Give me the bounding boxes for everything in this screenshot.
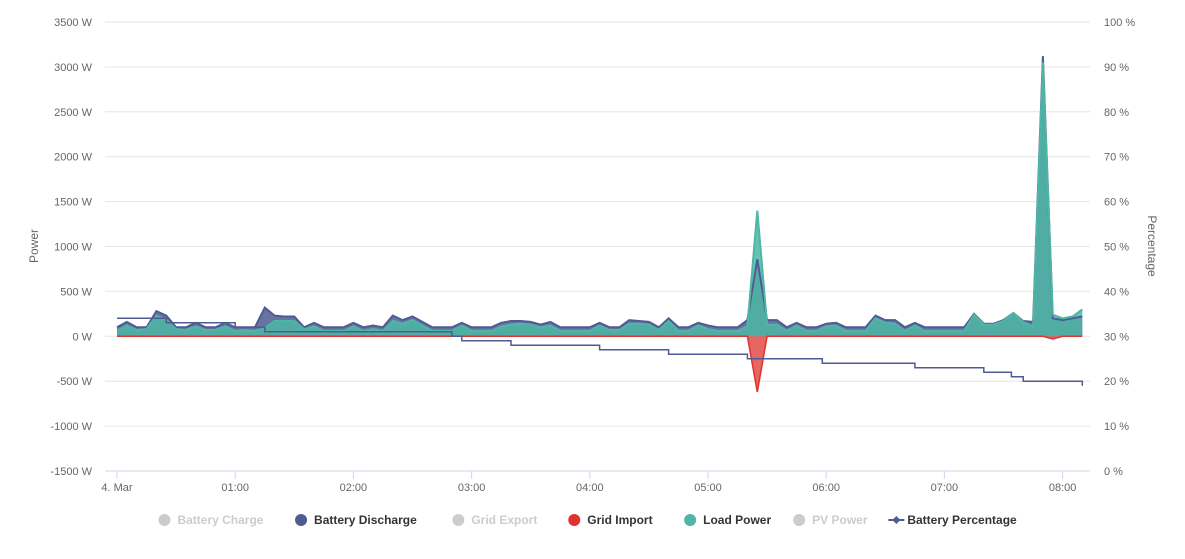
axes: -1500 W 0 % -1000 W 10 % -500 W 20 % 0 W 30 % 50… (50, 17, 1135, 494)
legend-dot-symbol (452, 514, 465, 526)
y2-tick-label: 10 % (1104, 421, 1129, 433)
grid-import-line (117, 335, 1083, 393)
legend-label: Grid Export (471, 513, 537, 527)
legend-item-pv-power[interactable]: PV Power (793, 513, 868, 527)
x-tick-label: 03:00 (458, 482, 486, 494)
battery-discharge-line (116, 56, 1083, 329)
y-tick-label: -500 W (57, 376, 93, 388)
x-tick-label: 08:00 (1049, 482, 1077, 494)
legend-label: Battery Discharge (314, 513, 417, 527)
legend-item-battery-percentage[interactable]: Battery Percentage (888, 513, 1017, 527)
x-tick-label: 02:00 (340, 482, 368, 494)
legend-label: Load Power (703, 513, 771, 527)
x-tick-label: 04:00 (576, 482, 604, 494)
y-tick-label: -1500 W (50, 466, 92, 478)
x-tick-label: 05:00 (694, 482, 722, 494)
x-tick-label: 07:00 (931, 482, 959, 494)
y-tick-label: 0 W (72, 331, 92, 343)
plot-areas (117, 56, 1083, 392)
y-tick-label: 3500 W (54, 17, 93, 29)
legend-label: Battery Percentage (907, 513, 1017, 527)
legend-label: PV Power (812, 513, 868, 527)
legend-item-grid-import[interactable]: Grid Import (568, 513, 653, 527)
y-tick-label: 2000 W (54, 152, 93, 164)
plot-lines (116, 56, 1084, 393)
y-tick-label: 1500 W (54, 197, 93, 209)
legend-diamond-symbol (892, 516, 901, 524)
x-tick-label: 06:00 (812, 482, 840, 494)
legend-dot-symbol (295, 514, 308, 526)
y-tick-label: 3000 W (54, 62, 93, 74)
y2-tick-label: 30 % (1104, 331, 1129, 343)
y2-tick-label: 20 % (1104, 376, 1129, 388)
y-axis-title: Power (27, 229, 41, 263)
legend: Battery Charge Battery Discharge Grid Expo… (158, 513, 1017, 527)
legend-item-battery-charge[interactable]: Battery Charge (158, 513, 264, 527)
y-tick-label: -1000 W (50, 421, 92, 433)
legend-dot-symbol (568, 514, 581, 526)
y2-tick-label: 40 % (1104, 286, 1129, 298)
y2-tick-label: 70 % (1104, 152, 1129, 164)
legend-item-battery-discharge[interactable]: Battery Discharge (295, 513, 417, 527)
y2-tick-label: 90 % (1104, 62, 1129, 74)
y2-tick-label: 0 % (1104, 466, 1123, 478)
legend-item-load-power[interactable]: Load Power (684, 513, 771, 527)
y2-tick-label: 80 % (1104, 107, 1129, 119)
y-tick-label: 500 W (60, 286, 92, 298)
legend-dot-symbol (158, 514, 171, 526)
load-power-line (116, 62, 1083, 333)
y-tick-label: 2500 W (54, 107, 93, 119)
legend-dot-symbol (684, 514, 697, 526)
battery-percentage-line (117, 317, 1084, 386)
legend-item-grid-export[interactable]: Grid Export (452, 513, 537, 527)
y2-tick-label: 100 % (1104, 17, 1135, 29)
y2-tick-label: 60 % (1104, 197, 1129, 209)
y2-tick-label: 50 % (1104, 242, 1129, 254)
legend-dot-symbol (793, 514, 806, 526)
x-tick-label: 01:00 (221, 482, 249, 494)
grid-lines (105, 21, 1090, 472)
y-tick-label: 1000 W (54, 242, 93, 254)
y2-axis-title: Percentage (1145, 215, 1159, 277)
legend-label: Grid Import (587, 513, 652, 527)
legend-label: Battery Charge (177, 513, 263, 527)
load-power-area (117, 62, 1083, 337)
x-tick-label: 4. Mar (101, 482, 133, 494)
battery-discharge-area (117, 56, 1083, 337)
